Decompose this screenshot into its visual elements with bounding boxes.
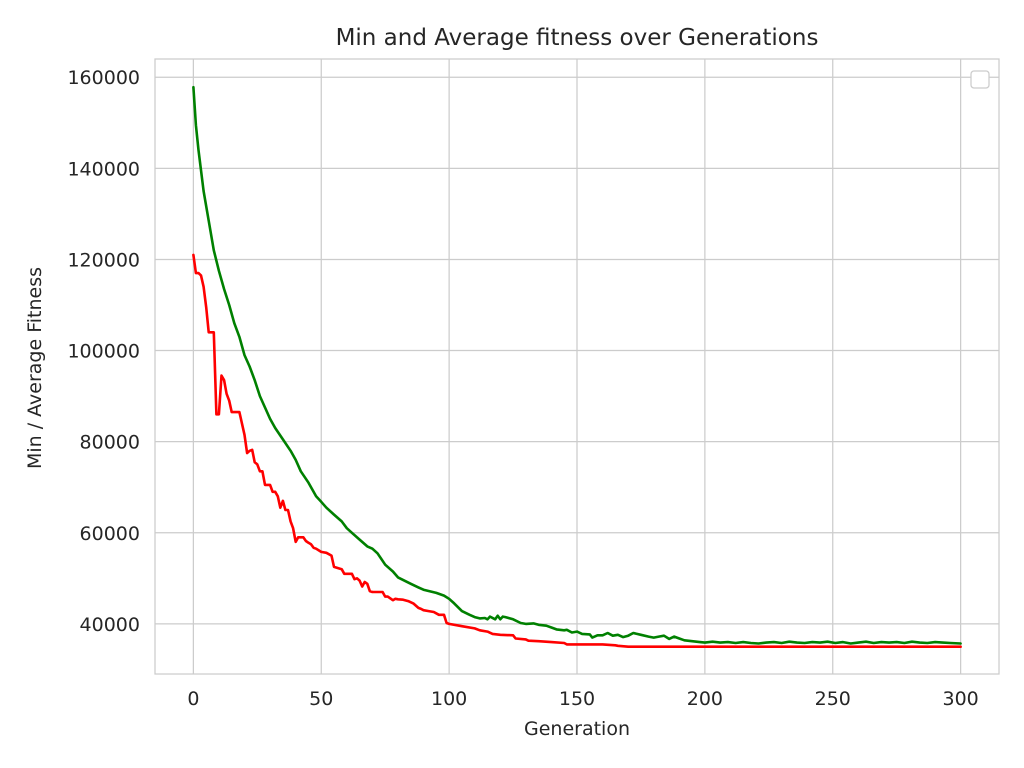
y-tick-label: 60000	[80, 523, 140, 545]
chart-title: Min and Average fitness over Generations	[336, 25, 819, 51]
x-tick-label: 150	[559, 688, 595, 710]
y-gridlines	[155, 76, 999, 625]
x-tick-labels: 0 50 100 150 200 250 300	[187, 688, 978, 710]
series-line-1	[192, 253, 962, 649]
x-tick-label: 100	[431, 688, 467, 710]
y-tick-label: 160000	[67, 67, 140, 89]
x-tick-label: 50	[309, 688, 333, 710]
legend-box	[970, 70, 990, 89]
series-line-2	[192, 85, 962, 645]
y-tick-label: 80000	[80, 432, 140, 454]
x-tick-label: 250	[815, 688, 851, 710]
x-tick-label: 300	[943, 688, 979, 710]
series-layer	[192, 85, 962, 649]
y-tick-label: 120000	[67, 249, 140, 271]
y-tick-label: 100000	[67, 341, 140, 363]
x-tick-label: 200	[687, 688, 723, 710]
y-tick-labels: 40000 60000 80000 100000 120000 140000 160000	[67, 67, 140, 636]
x-tick-label: 0	[187, 688, 199, 710]
y-axis-title: Min / Average Fitness	[24, 267, 46, 469]
plot-frame	[154, 58, 1000, 675]
x-axis-title: Generation	[524, 718, 630, 740]
y-tick-label: 40000	[80, 614, 140, 636]
x-gridlines	[192, 59, 962, 674]
y-tick-label: 140000	[67, 158, 140, 180]
